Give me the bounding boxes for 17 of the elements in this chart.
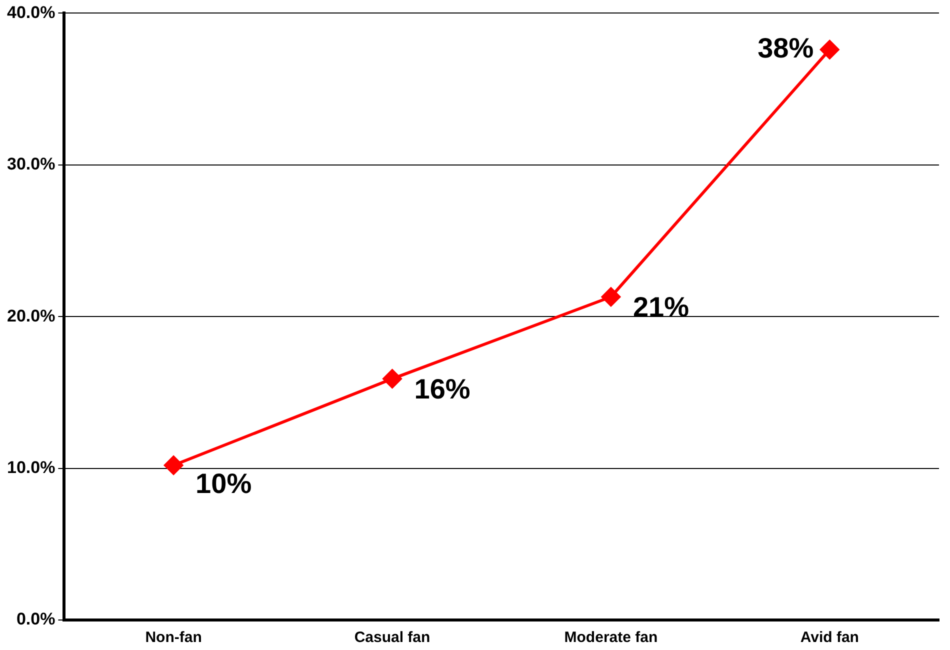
y-tick-label: 0.0%	[16, 610, 56, 629]
data-label: 38%	[758, 32, 814, 64]
x-tick-label: Avid fan	[800, 629, 859, 646]
point	[601, 287, 620, 306]
x-tick-label: Non-fan	[145, 629, 202, 646]
x-tick-label: Casual fan	[354, 629, 430, 646]
x-tick-label: Moderate fan	[564, 629, 658, 646]
y-tick-label: 20.0%	[7, 306, 56, 326]
y-tick-label: 30.0%	[7, 154, 56, 174]
y-tick-label: 10.0%	[7, 458, 56, 477]
data-label: 16%	[414, 374, 470, 405]
point	[820, 40, 840, 60]
y-tick-label: 40.0%	[7, 2, 56, 22]
point	[382, 369, 402, 388]
data-label: 10%	[196, 468, 252, 499]
data-label: 21%	[632, 292, 690, 323]
point	[164, 456, 184, 475]
